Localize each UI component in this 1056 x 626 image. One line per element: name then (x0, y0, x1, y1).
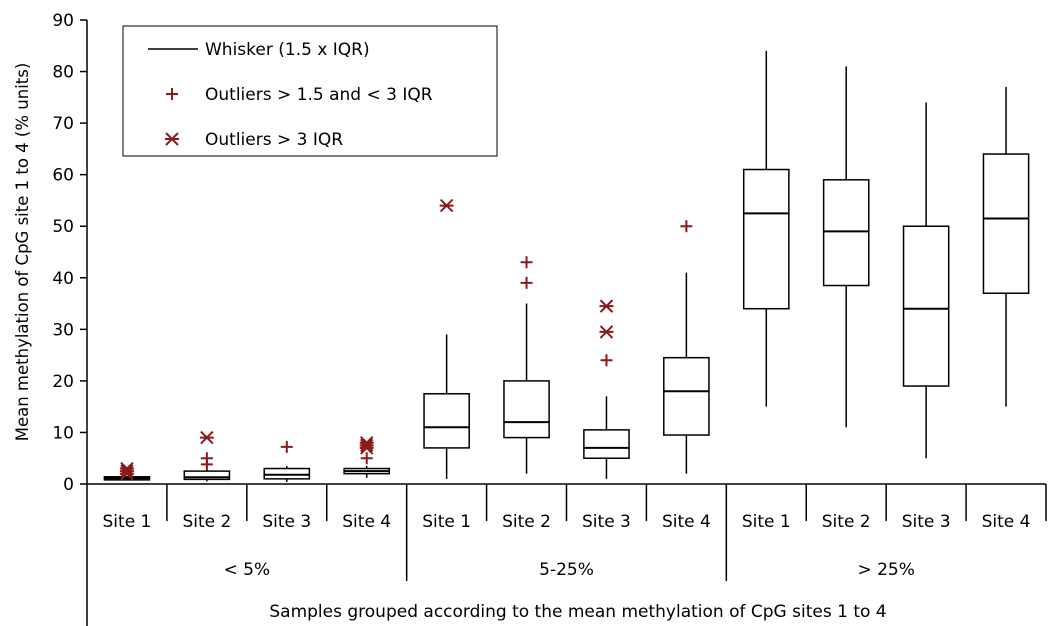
outlier-mild-marker (520, 276, 533, 289)
category-label: Site 2 (182, 512, 231, 532)
box (503, 380, 550, 439)
y-tick-label: 60 (52, 166, 74, 186)
category-label: Site 1 (742, 512, 791, 532)
group-label: > 25% (857, 560, 914, 580)
group-label: < 5% (224, 560, 271, 580)
category-label: Site 4 (982, 512, 1031, 532)
box (663, 356, 710, 436)
x-axis-label: Samples grouped according to the mean me… (269, 602, 886, 622)
legend-label: Outliers > 1.5 and < 3 IQR (205, 85, 433, 105)
outlier-mild-marker (360, 452, 373, 465)
legend-label: Outliers > 3 IQR (205, 130, 343, 150)
box (263, 467, 311, 480)
y-tick-label: 90 (52, 11, 74, 31)
legend-plus-symbol (166, 88, 178, 100)
box (423, 393, 470, 449)
outlier-extreme-marker (439, 198, 454, 213)
legend-label: Whisker (1.5 x IQR) (205, 40, 370, 60)
outlier-extreme-marker (599, 299, 614, 313)
box (902, 225, 950, 387)
category-label: Site 2 (502, 512, 551, 532)
legend-star-symbol (165, 132, 179, 146)
category-label: Site 4 (662, 512, 711, 532)
outlier-extreme-marker (599, 325, 614, 339)
y-tick-label: 0 (63, 475, 74, 495)
y-axis-label: Mean methylation of CpG site 1 to 4 (% u… (13, 63, 32, 442)
box (822, 179, 870, 287)
box (583, 429, 630, 459)
outlier-mild-marker (200, 458, 213, 471)
category-label: Site 3 (902, 512, 951, 532)
outlier-mild-marker (280, 440, 293, 453)
outlier-extreme-marker (199, 430, 214, 445)
y-tick-label: 20 (52, 372, 74, 392)
category-label: Site 1 (422, 512, 471, 532)
box (742, 168, 790, 310)
outlier-extreme-marker (119, 464, 134, 478)
group-label: 5-25% (539, 560, 594, 580)
legend-box (122, 25, 498, 157)
y-tick-label: 50 (52, 217, 74, 237)
y-tick-label: 10 (52, 423, 74, 443)
category-label: Site 3 (262, 512, 311, 532)
outlier-mild-marker (520, 256, 533, 269)
category-label: Site 2 (822, 512, 871, 532)
category-label: Site 3 (582, 512, 631, 532)
outlier-extreme-marker (359, 438, 374, 453)
category-label: Site 1 (103, 512, 152, 532)
y-tick-label: 80 (52, 63, 74, 83)
outlier-mild-marker (600, 354, 613, 367)
y-tick-label: 40 (52, 269, 74, 289)
box (183, 470, 231, 481)
outlier-mild-marker (680, 220, 693, 233)
box (982, 153, 1030, 294)
y-tick-label: 30 (52, 320, 74, 340)
y-tick-label: 70 (52, 114, 74, 134)
outlier-extreme-marker (359, 441, 374, 455)
category-label: Site 4 (342, 512, 391, 532)
outlier-extreme-marker (119, 466, 134, 481)
